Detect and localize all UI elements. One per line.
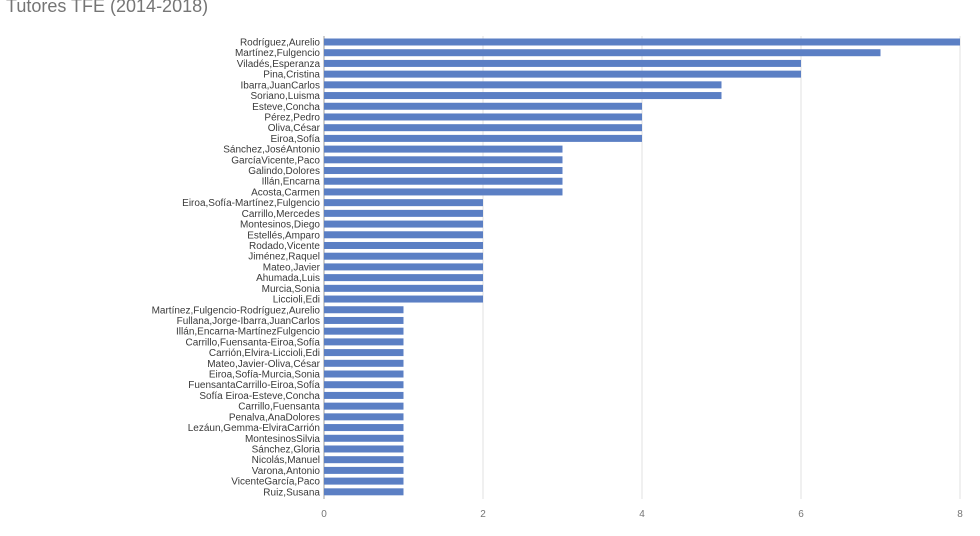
bar[interactable]	[324, 359, 404, 367]
category-label: Illán,Encarna	[262, 177, 321, 188]
category-label: Pérez,Pedro	[264, 112, 320, 123]
bar[interactable]	[324, 81, 722, 89]
bar[interactable]	[324, 209, 483, 217]
category-label: Lezáun,Gemma-ElviraCarrión	[188, 423, 320, 434]
bar[interactable]	[324, 445, 404, 453]
bar[interactable]	[324, 284, 483, 292]
bar[interactable]	[324, 488, 404, 496]
category-label: GarcíaVicente,Paco	[231, 155, 320, 166]
bar[interactable]	[324, 316, 404, 324]
chart-title: Tutores TFE (2014-2018)	[6, 0, 209, 16]
bar[interactable]	[324, 306, 404, 314]
category-label: Oliva,César	[268, 123, 321, 134]
bar[interactable]	[324, 466, 404, 474]
bar[interactable]	[324, 338, 404, 346]
bar[interactable]	[324, 156, 563, 164]
bar[interactable]	[324, 263, 483, 271]
category-label: Soriano,Luisma	[251, 91, 321, 102]
category-label: Mateo,Javier	[263, 262, 321, 273]
bar[interactable]	[324, 327, 404, 335]
bar[interactable]	[324, 134, 642, 142]
bar[interactable]	[324, 381, 404, 389]
bar[interactable]	[324, 38, 960, 46]
category-label: Montesinos,Diego	[240, 220, 320, 231]
bar[interactable]	[324, 424, 404, 432]
bar[interactable]	[324, 177, 563, 185]
bar[interactable]	[324, 145, 563, 153]
category-label: Rodríguez,Aurelio	[240, 38, 320, 49]
category-label: Martínez,Fulgencio-Rodríguez,Aurelio	[152, 305, 321, 316]
bar[interactable]	[324, 295, 483, 303]
category-label: Sánchez,JoséAntonio	[223, 145, 320, 156]
category-label: Ibarra,JuanCarlos	[241, 80, 320, 91]
x-tick-label: 6	[798, 509, 804, 520]
bar[interactable]	[324, 220, 483, 228]
bars	[324, 38, 960, 496]
category-labels: Rodríguez,AurelioMartínez,FulgencioVilad…	[152, 38, 321, 499]
category-label: VicenteGarcía,Paco	[231, 477, 320, 488]
category-label: Galindo,Dolores	[248, 166, 320, 177]
bar[interactable]	[324, 252, 483, 260]
category-label: Sofía Eiroa-Esteve,Concha	[199, 391, 320, 402]
bar[interactable]	[324, 113, 642, 121]
bar[interactable]	[324, 402, 404, 410]
category-label: Eiroa,Sofía-Martínez,Fulgencio	[182, 198, 320, 209]
category-label: Eiroa,Sofía-Murcia,Sonia	[209, 370, 321, 381]
category-label: Esteve,Concha	[252, 102, 320, 113]
category-label: Murcia,Sonia	[262, 284, 321, 295]
bar[interactable]	[324, 274, 483, 282]
category-label: Acosta,Carmen	[251, 187, 320, 198]
category-label: Viladés,Esperanza	[237, 59, 321, 70]
category-label: Varona,Antonio	[252, 466, 321, 477]
bar[interactable]	[324, 241, 483, 249]
category-label: Pina,Cristina	[263, 70, 320, 81]
category-label: Eiroa,Sofía	[271, 134, 321, 145]
bar[interactable]	[324, 413, 404, 421]
bar[interactable]	[324, 456, 404, 464]
category-label: MontesinosSilvia	[245, 434, 320, 445]
category-label: Ahumada,Luis	[256, 273, 320, 284]
category-label: Illán,Encarna-MartínezFulgencio	[176, 327, 320, 338]
category-label: Jiménez,Raquel	[248, 252, 320, 263]
category-label: Penalva,AnaDolores	[229, 412, 320, 423]
bar[interactable]	[324, 434, 404, 442]
category-label: Fullana,Jorge-Ibarra,JuanCarlos	[177, 316, 320, 327]
category-label: Carrillo,Mercedes	[242, 209, 320, 220]
bar[interactable]	[324, 349, 404, 357]
category-label: Liccioli,Edi	[273, 295, 320, 306]
x-tick-label: 8	[957, 509, 963, 520]
category-label: Nicolás,Manuel	[252, 455, 320, 466]
category-label: Carrión,Elvira-Liccioli,Edi	[209, 348, 320, 359]
category-label: FuensantaCarrillo-Eiroa,Sofía	[188, 380, 320, 391]
category-label: Carrillo,Fuensanta-Eiroa,Sofía	[185, 337, 320, 348]
category-label: Rodado,Vicente	[249, 241, 320, 252]
x-tick-label: 2	[480, 509, 486, 520]
bar[interactable]	[324, 231, 483, 239]
bar[interactable]	[324, 59, 801, 67]
bar[interactable]	[324, 124, 642, 132]
x-tick-label: 0	[321, 509, 327, 520]
bar[interactable]	[324, 477, 404, 485]
category-label: Ruiz,Susana	[263, 487, 320, 498]
bar[interactable]	[324, 70, 801, 78]
category-label: Martínez,Fulgencio	[235, 48, 320, 59]
category-label: Carrillo,Fuensanta	[238, 402, 320, 413]
bar[interactable]	[324, 391, 404, 399]
bar[interactable]	[324, 167, 563, 175]
bar[interactable]	[324, 188, 563, 196]
x-axis-tick-labels: 0 2 4 6 8	[321, 509, 963, 520]
bar[interactable]	[324, 102, 642, 110]
bar[interactable]	[324, 49, 881, 57]
bar[interactable]	[324, 370, 404, 378]
bar[interactable]	[324, 199, 483, 207]
x-tick-label: 4	[639, 509, 645, 520]
category-label: Mateo,Javier-Oliva,César	[207, 359, 320, 370]
bar[interactable]	[324, 92, 722, 100]
category-label: Estellés,Amparo	[247, 230, 320, 241]
category-label: Sánchez,Gloria	[252, 444, 321, 455]
